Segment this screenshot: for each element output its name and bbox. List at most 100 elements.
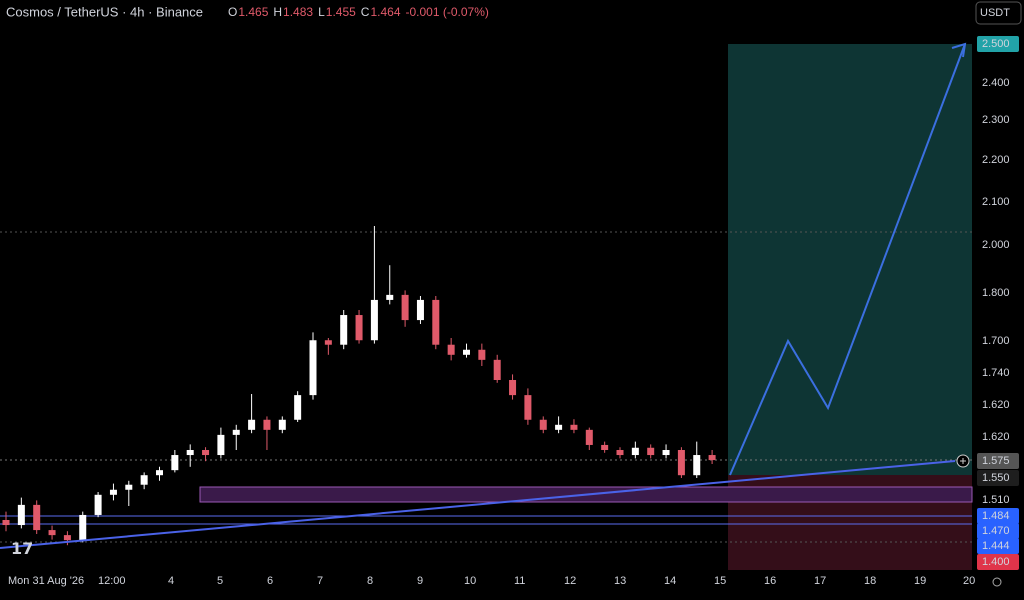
candle-body: [447, 344, 455, 355]
symbol: Cosmos / TetherUS · 4h · Binance: [6, 4, 203, 19]
candle-body: [2, 520, 10, 526]
candle-body: [324, 340, 332, 345]
ohlc-c: 1.464: [370, 5, 400, 19]
candle-body: [63, 535, 71, 541]
price-label: 2.100: [982, 196, 1010, 208]
time-label: 13: [614, 575, 626, 587]
candle-body: [386, 294, 394, 300]
price-label: 2.500: [982, 38, 1010, 50]
price-label: 2.200: [982, 154, 1010, 166]
time-label: 9: [417, 575, 423, 587]
time-label: 7: [317, 575, 323, 587]
price-label: 1.484: [982, 510, 1010, 522]
price-label: 1.700: [982, 335, 1010, 347]
price-badge: [977, 538, 1019, 554]
candle-body: [509, 380, 517, 396]
price-label: 1.575: [982, 455, 1010, 467]
candle-body: [693, 455, 701, 476]
candle-body: [708, 455, 716, 461]
arrow-head: [951, 42, 967, 58]
price-label: 1.800: [982, 287, 1010, 299]
candle-body: [294, 395, 302, 420]
candle-body: [616, 450, 624, 456]
ohlc-h: 1.483: [283, 5, 313, 19]
candle-body: [432, 299, 440, 345]
price-label: 1.444: [982, 540, 1010, 552]
candle-body: [309, 340, 317, 396]
time-label: 4: [168, 575, 174, 587]
time-axis-bg: [0, 570, 1024, 595]
candle-body: [186, 450, 194, 456]
time-label: 18: [864, 575, 876, 587]
trend-line: [0, 460, 956, 549]
price-badge: [977, 554, 1019, 570]
price-label: 2.300: [982, 114, 1010, 126]
candle-body: [585, 429, 593, 445]
candle-body: [340, 315, 348, 345]
projection-path: [729, 43, 966, 476]
time-label: 11: [514, 575, 525, 587]
candle-body: [17, 504, 25, 526]
tv-logo: 𝟭𝟳: [11, 541, 33, 558]
time-label: 8: [367, 575, 373, 587]
candle-body: [171, 455, 179, 471]
price-label: 1.510: [982, 494, 1010, 506]
price-axis: 2.500 2.400 2.300 2.200 2.100 2.000 1.800 1.700…: [977, 36, 1019, 570]
candle-body: [677, 450, 685, 476]
ohlc-l: 1.455: [326, 5, 356, 19]
candle-body: [140, 475, 148, 485]
price-label: 1.620: [982, 431, 1010, 443]
ohlc-o-label: O: [228, 5, 237, 19]
price-label: 1.620: [982, 399, 1010, 411]
time-label: 5: [217, 575, 223, 587]
ohlc-l-label: L: [318, 5, 325, 19]
price-badge: [977, 508, 1019, 524]
candle-body: [478, 349, 486, 360]
candle-body: [539, 419, 547, 430]
candle-body: [33, 504, 41, 531]
profit-zone: [728, 44, 972, 475]
candle-body: [48, 530, 56, 536]
price-badge: [977, 470, 1019, 486]
time-label: 16: [764, 575, 776, 587]
candle-body: [109, 489, 117, 495]
ohlc: O 1.465 H 1.483 L 1.455 C 1.464 -0.001 (-0.07%): [228, 5, 489, 19]
price-badge: [977, 36, 1019, 52]
candle-body: [570, 424, 578, 430]
currency-label: USDT: [980, 7, 1010, 19]
ohlc-h-label: H: [273, 5, 282, 19]
time-label: 15: [714, 575, 726, 587]
candle-body: [278, 419, 286, 430]
time-label: Mon 31 Aug '26: [8, 575, 84, 587]
candle-body: [370, 299, 378, 341]
time-axis: Mon 31 Aug '26 12:00 4 5 6 7 8 9 10 11 12 13 14 15 16 1…: [8, 575, 975, 587]
currency-button[interactable]: [975, 1, 1022, 25]
time-label: 10: [464, 575, 476, 587]
candle-body: [79, 514, 87, 541]
candle-body: [401, 294, 409, 321]
candle-body: [125, 484, 133, 490]
ohlc-o: 1.465: [238, 5, 268, 19]
price-label: 1.550: [982, 472, 1010, 484]
price-badge: [977, 523, 1019, 539]
candle-body: [416, 299, 424, 321]
time-label: 17: [814, 575, 826, 587]
candle-body: [263, 419, 271, 430]
candle-body: [232, 429, 240, 435]
candle-body: [524, 395, 532, 420]
price-label: 2.400: [982, 77, 1010, 89]
time-label: 12:00: [98, 575, 126, 587]
price-label: 1.400: [982, 556, 1010, 568]
candle-body: [493, 359, 501, 380]
candle-body: [94, 494, 102, 515]
time-label: 14: [664, 575, 676, 587]
candle-body: [248, 419, 256, 430]
candle-body: [662, 450, 670, 456]
candles: [2, 226, 716, 546]
candle-body: [355, 315, 363, 341]
candle-body: [631, 447, 639, 456]
time-label: 20: [963, 575, 975, 587]
price-label: 1.740: [982, 367, 1010, 379]
candle-body: [217, 434, 225, 456]
settings-icon[interactable]: [992, 577, 1002, 587]
